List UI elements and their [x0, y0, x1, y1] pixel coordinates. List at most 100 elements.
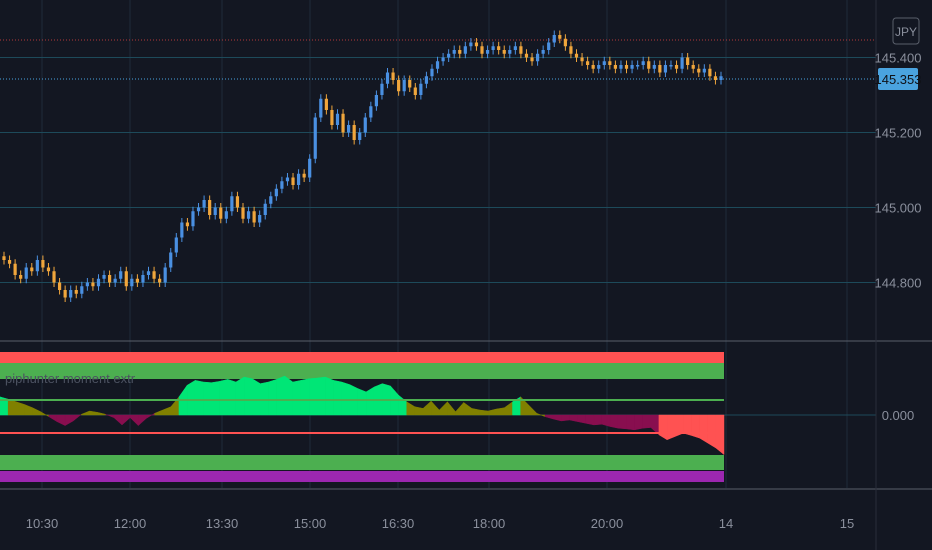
candle [586, 56, 590, 70]
candle [191, 206, 195, 231]
oscillator-area [715, 414, 725, 456]
price-axis-label: 145.000 [875, 201, 922, 216]
candle-body [524, 53, 529, 58]
candle-body [485, 50, 490, 54]
oscillator-area [691, 414, 700, 439]
candle [63, 285, 67, 302]
currency-badge-text: JPY [895, 25, 917, 39]
candle-body [180, 222, 184, 238]
candle [19, 270, 23, 284]
oscillator-area [219, 379, 229, 416]
candle [374, 90, 378, 111]
candle [130, 274, 134, 291]
price-pane[interactable] [0, 30, 876, 303]
candle [96, 274, 101, 291]
candle-body [324, 98, 328, 110]
oscillator-area [699, 414, 708, 444]
candle [213, 203, 217, 220]
candle [391, 68, 395, 85]
candle-body [158, 278, 162, 283]
candle [630, 60, 634, 74]
oscillator-area [585, 414, 595, 426]
oscillator-pane[interactable] [0, 352, 725, 482]
candle-body [458, 50, 462, 54]
candle [69, 285, 73, 302]
oscillator-area [211, 381, 220, 416]
candle [80, 281, 84, 299]
candle [713, 71, 718, 85]
candle [196, 203, 201, 216]
candle [119, 266, 123, 284]
candle [602, 56, 606, 70]
currency-badge[interactable]: JPY [892, 17, 920, 45]
candle [563, 34, 567, 51]
candle-body [152, 271, 156, 279]
candle-body [535, 53, 540, 62]
oscillator-area [186, 379, 196, 416]
candle [636, 60, 640, 70]
candle-body [547, 42, 551, 50]
oscillator-area [243, 376, 253, 416]
candle [558, 30, 562, 44]
candle-body [169, 252, 173, 268]
candle [447, 49, 451, 62]
candle-body [591, 65, 595, 69]
candle-body [363, 117, 367, 133]
candle [624, 60, 629, 74]
candle-body [308, 158, 312, 178]
currency-badge-box [892, 17, 920, 45]
candle-body [274, 188, 278, 197]
candle-body [119, 271, 123, 279]
candle-body [530, 57, 534, 62]
candle [597, 60, 601, 74]
candle [363, 113, 367, 137]
candle-body [2, 256, 6, 260]
candle-body [74, 290, 78, 294]
candle [52, 266, 56, 287]
oscillator-area [414, 406, 424, 416]
price-axis-label: 145.400 [875, 51, 922, 66]
candle-body [296, 173, 301, 185]
candle [613, 60, 617, 74]
oscillator-area [495, 407, 505, 416]
price-axis-label: 144.800 [875, 276, 922, 291]
candle-body [313, 117, 317, 159]
candle [708, 64, 712, 81]
candle-body [141, 275, 145, 283]
candle [224, 206, 228, 224]
candle-body [258, 215, 262, 223]
candle [7, 255, 12, 269]
candle [74, 285, 78, 299]
candle-body [241, 207, 245, 219]
candle-body [630, 65, 634, 69]
candle [269, 191, 273, 209]
candle [591, 60, 595, 74]
candle [458, 45, 462, 59]
candle [335, 109, 340, 130]
candle-body [574, 53, 579, 58]
candle [274, 184, 278, 201]
candle [508, 45, 512, 59]
candle-body [474, 42, 479, 47]
candle [235, 191, 240, 212]
candle [435, 56, 440, 74]
candle [252, 206, 256, 227]
candle-body [586, 61, 590, 65]
candle [513, 41, 517, 55]
candle-body [102, 275, 106, 279]
oscillator-area [325, 376, 334, 416]
candle-body [341, 113, 345, 133]
candle-body [374, 95, 378, 107]
time-axis-label: 18:00 [473, 516, 506, 531]
candle [152, 266, 156, 284]
candle [441, 53, 445, 66]
candle [258, 210, 262, 227]
candle-body [146, 271, 151, 275]
oscillator-area [601, 414, 611, 427]
candle-body [41, 260, 45, 268]
candle [296, 169, 301, 190]
time-axis-label: 20:00 [591, 516, 624, 531]
oscillator-area [479, 409, 489, 416]
candle-body [380, 83, 384, 95]
